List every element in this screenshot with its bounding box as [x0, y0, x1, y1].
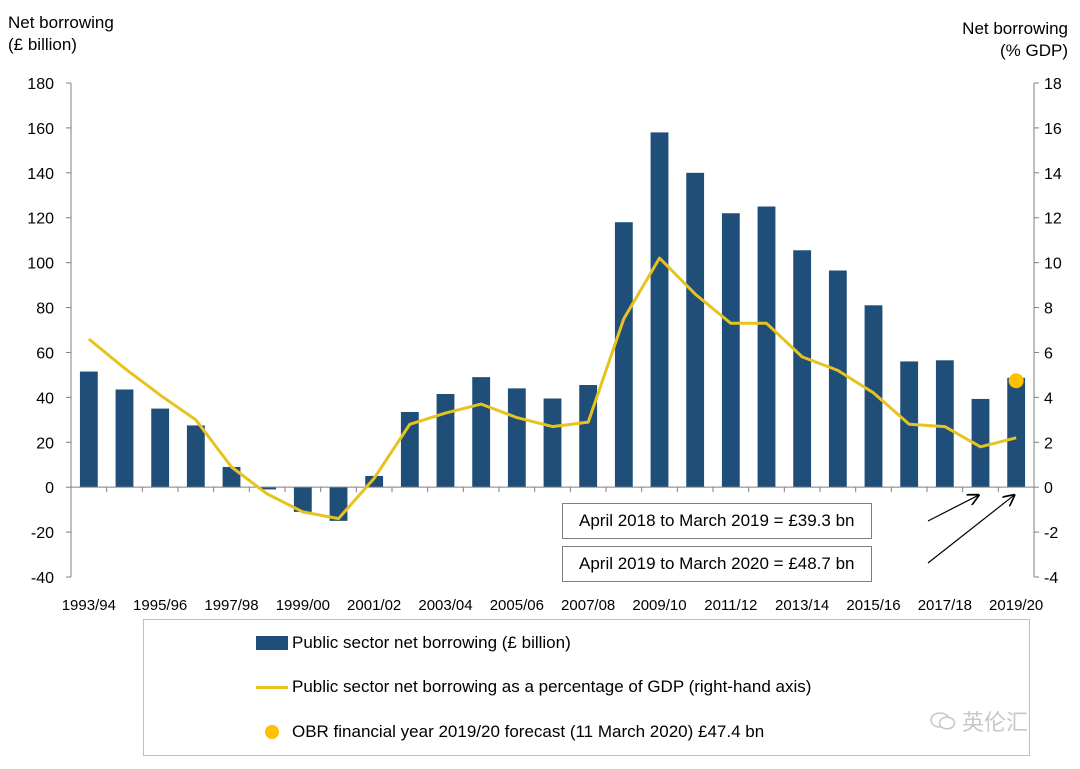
x-axis-tick-label: 1997/98 [204, 597, 258, 614]
bar-2009-10 [650, 132, 669, 488]
annotation-2018-19: April 2018 to March 2019 = £39.3 bn [562, 503, 872, 539]
annotation-arrow-2019-20 [927, 495, 1014, 564]
right-axis-tick-label: 10 [1044, 256, 1062, 273]
legend-item-forecast: OBR financial year 2019/20 forecast (11 … [256, 721, 764, 743]
x-axis-tick-label: 2013/14 [775, 597, 829, 614]
bar-2012-13 [757, 206, 776, 488]
chart-legend: Public sector net borrowing (£ billion) … [143, 619, 1030, 756]
bar-2004-05 [472, 377, 491, 488]
bar-1993-94 [79, 371, 98, 488]
bar-2019-20 [1007, 377, 1026, 488]
x-axis-tick-label: 1995/96 [133, 597, 187, 614]
right-axis-tick-label: 2 [1044, 435, 1053, 452]
bar-2017-18 [935, 360, 954, 488]
right-axis-tick-label: -4 [1044, 570, 1058, 587]
right-axis-tick-label: 12 [1044, 211, 1062, 228]
bar-2018-19 [971, 398, 990, 488]
bar-2006-07 [543, 398, 562, 488]
bar-2003-04 [436, 393, 455, 488]
annotation-arrow-2018-19 [927, 495, 979, 522]
legend-line-label: Public sector net borrowing as a percent… [292, 677, 812, 696]
right-axis-tick-label: 16 [1044, 121, 1062, 138]
left-axis-tick-label: 40 [36, 390, 54, 407]
left-axis-title: Net borrowing (£ billion) [8, 12, 148, 56]
bar-2005-06 [507, 388, 526, 488]
legend-bar-label: Public sector net borrowing (£ billion) [292, 633, 571, 652]
x-axis-tick-label: 2019/20 [989, 597, 1043, 614]
bar-2011-12 [721, 213, 740, 488]
right-axis-tick-label: -2 [1044, 525, 1058, 542]
right-axis-tick-label: 0 [1044, 480, 1053, 497]
x-axis-tick-label: 1993/94 [62, 597, 116, 614]
x-axis-tick-label: 2001/02 [347, 597, 401, 614]
x-axis-tick-label: 2007/08 [561, 597, 615, 614]
bar-1995-96 [151, 408, 170, 488]
chart-canvas: -40-20020406080100120140160180-4-2024681… [27, 76, 1062, 614]
left-axis-title-line1: Net borrowing [8, 13, 114, 32]
legend-item-bars: Public sector net borrowing (£ billion) [256, 632, 571, 654]
right-axis-tick-label: 6 [1044, 345, 1053, 362]
bar-1996-97 [186, 425, 205, 488]
right-axis-title-line2: (% GDP) [1000, 41, 1068, 60]
right-axis-tick-label: 18 [1044, 76, 1062, 93]
bar-2000-01 [329, 487, 348, 521]
legend-line-swatch [256, 685, 288, 689]
x-axis-tick-label: 2011/12 [704, 597, 757, 614]
left-axis-tick-label: 60 [36, 345, 54, 362]
left-axis-tick-label: 0 [45, 480, 54, 497]
watermark-text: 英伦汇 [962, 711, 1029, 736]
annotation-2019-20: April 2019 to March 2020 = £48.7 bn [562, 546, 872, 582]
left-axis-tick-label: 20 [36, 435, 54, 452]
bar-1999-00 [293, 487, 312, 512]
bar-1994-95 [115, 389, 134, 488]
bar-2015-16 [864, 305, 883, 488]
left-axis-title-line2: (£ billion) [8, 35, 77, 54]
right-axis-title: Net borrowing (% GDP) [918, 18, 1068, 62]
x-axis-tick-label: 2003/04 [418, 597, 472, 614]
legend-forecast-swatch [265, 725, 279, 739]
x-axis-tick-label: 2015/16 [846, 597, 900, 614]
right-axis-tick-label: 14 [1044, 166, 1062, 183]
bar-2010-11 [686, 172, 705, 488]
left-axis-tick-label: 160 [27, 121, 54, 138]
bar-1998-99 [258, 487, 277, 490]
x-axis-tick-label: 2017/18 [918, 597, 972, 614]
x-axis-tick-label: 2005/06 [490, 597, 544, 614]
right-axis-tick-label: 8 [1044, 301, 1053, 318]
gdp-percentage-line [87, 256, 1017, 521]
right-axis-title-line1: Net borrowing [962, 19, 1068, 38]
left-axis-tick-label: 100 [27, 256, 54, 273]
x-axis-tick-label: 2009/10 [632, 597, 686, 614]
forecast-point [1008, 373, 1024, 389]
legend-item-line: Public sector net borrowing as a percent… [256, 676, 811, 698]
left-axis-tick-label: -20 [31, 525, 54, 542]
left-axis-tick-label: 180 [27, 76, 54, 93]
right-axis-tick-label: 4 [1044, 390, 1053, 407]
x-axis-tick-label: 1999/00 [276, 597, 330, 614]
bar-2014-15 [828, 270, 847, 488]
bar-2001-02 [365, 475, 384, 488]
left-axis-tick-label: 140 [27, 166, 54, 183]
left-axis-tick-label: 80 [36, 301, 54, 318]
left-axis-tick-label: 120 [27, 211, 54, 228]
left-axis-tick-label: -40 [31, 570, 54, 587]
bar-2013-14 [793, 250, 812, 488]
bar-2008-09 [614, 222, 633, 488]
legend-forecast-label: OBR financial year 2019/20 forecast (11 … [292, 722, 765, 741]
legend-bar-swatch [256, 636, 288, 650]
wechat-icon [930, 712, 956, 730]
watermark: 英伦汇 [930, 705, 1028, 737]
